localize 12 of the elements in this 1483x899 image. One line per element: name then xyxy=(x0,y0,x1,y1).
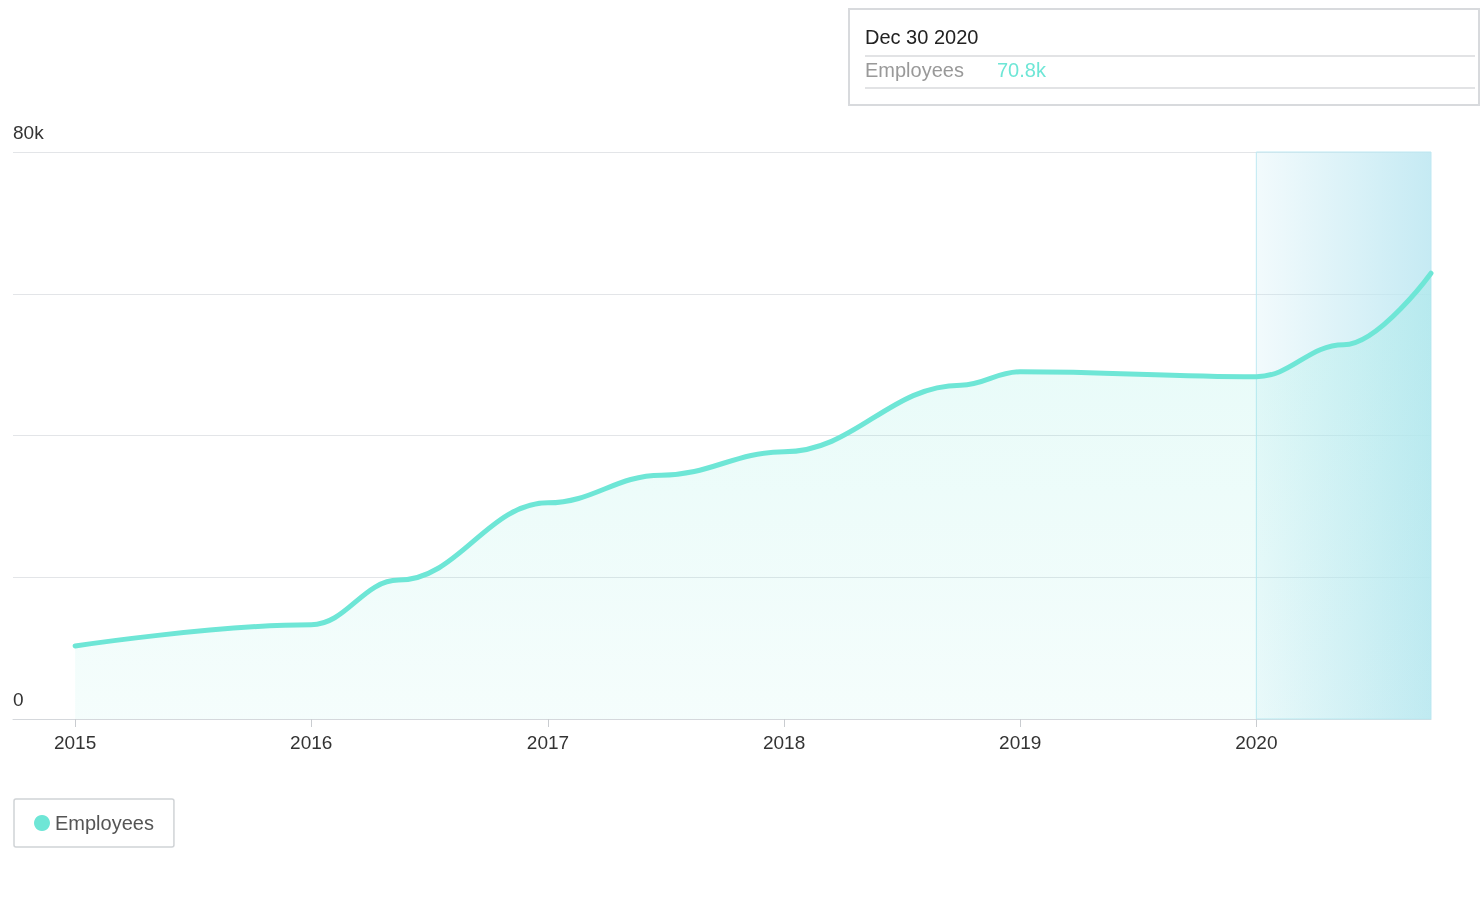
y-tick-label: 0 xyxy=(13,689,24,710)
x-tick-label: 2018 xyxy=(762,732,806,753)
x-tick-label: 2016 xyxy=(290,732,333,753)
x-tick-label: 2017 xyxy=(526,732,570,753)
y-tick-label: 80k xyxy=(13,122,45,143)
text: 70.8k xyxy=(997,59,1047,81)
x-tick-label: 2020 xyxy=(1235,732,1278,753)
legend-label: Employees xyxy=(55,812,154,834)
text: Dec 30 2020 xyxy=(865,26,979,48)
text: Employees xyxy=(865,59,964,81)
x-tick-label: 2019 xyxy=(999,732,1042,753)
x-tick-label: 2015 xyxy=(53,732,97,753)
